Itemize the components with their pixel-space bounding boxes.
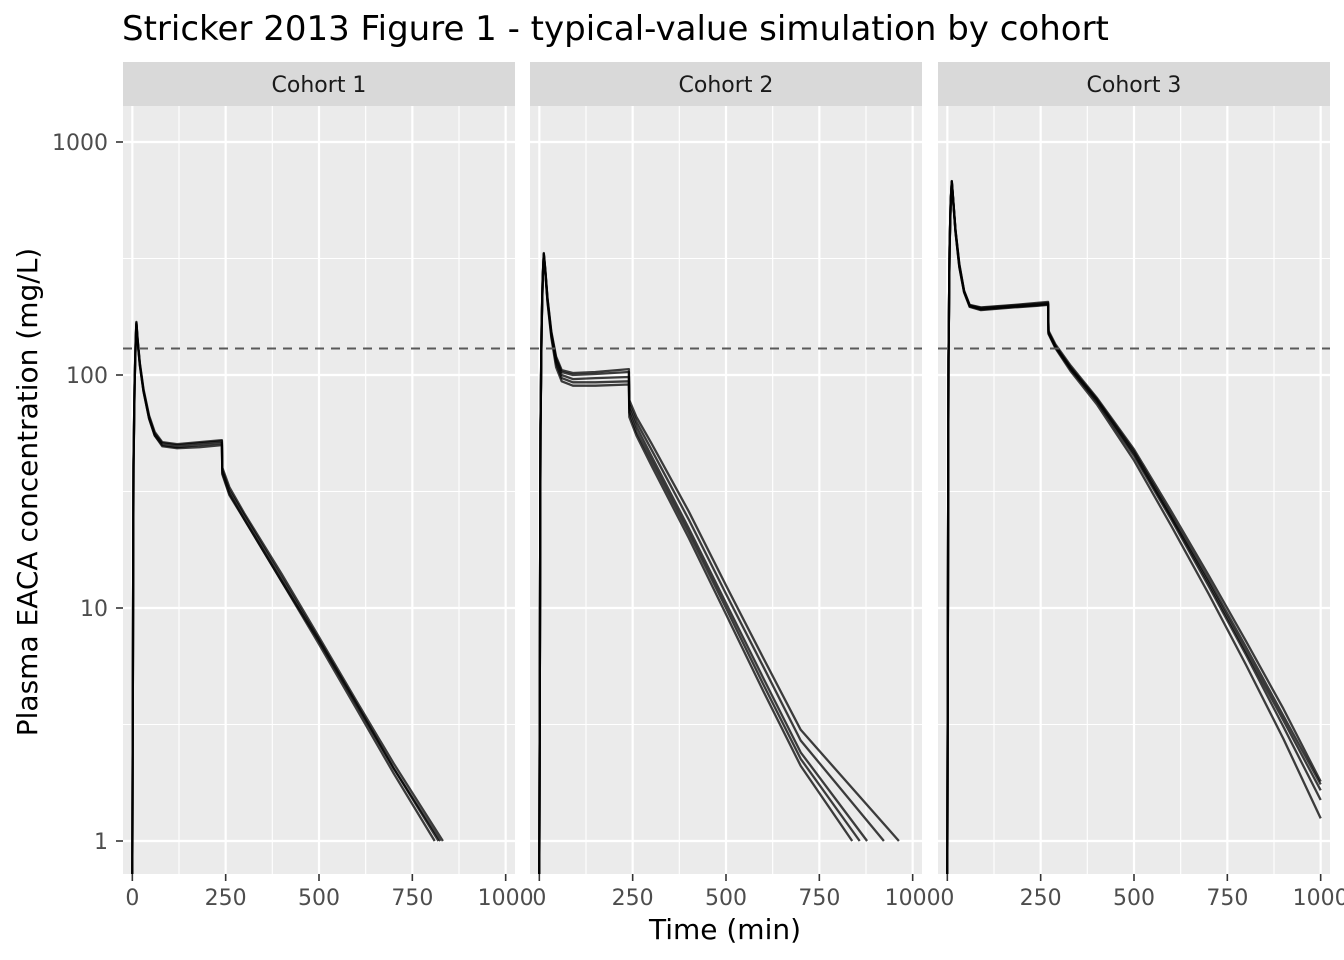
facet-panel: Cohort 1 0 250 500 750 1000 bbox=[123, 62, 534, 911]
series-line bbox=[538, 251, 900, 874]
y-tick-label: 1000 bbox=[52, 131, 108, 156]
x-tick-label: 1000 bbox=[885, 886, 941, 911]
facet-strip bbox=[938, 62, 1330, 106]
y-tick-label: 10 bbox=[80, 597, 108, 622]
x-tick-label: 0 bbox=[125, 886, 139, 911]
facet-strip bbox=[123, 62, 515, 106]
series-group bbox=[538, 251, 900, 874]
x-tick-label: 250 bbox=[205, 886, 247, 911]
y-tick-label: 100 bbox=[66, 364, 108, 389]
facet-strip bbox=[530, 62, 922, 106]
series-line bbox=[131, 320, 444, 874]
x-tick-label: 0 bbox=[532, 886, 546, 911]
facet-panel: Cohort 3 0 250 500 750 1000 bbox=[938, 62, 1344, 911]
facet-strip-label: Cohort 1 bbox=[272, 73, 367, 98]
y-tick-label: 1 bbox=[94, 830, 108, 855]
x-tick-label: 1000 bbox=[1293, 886, 1344, 911]
y-axis-title: Plasma EACA concentration (mg/L) bbox=[11, 248, 44, 736]
x-tick-label: 750 bbox=[1206, 886, 1248, 911]
x-tick-label: 500 bbox=[1113, 886, 1155, 911]
x-tick-label: 750 bbox=[391, 886, 433, 911]
facet-panel: Cohort 2 0 250 500 750 1000 bbox=[530, 62, 941, 911]
x-tick-label: 750 bbox=[798, 886, 840, 911]
facet-strip-label: Cohort 3 bbox=[1087, 73, 1182, 98]
x-tick-label: 500 bbox=[298, 886, 340, 911]
x-tick-label: 500 bbox=[705, 886, 747, 911]
chart-title: Stricker 2013 Figure 1 - typical-value s… bbox=[122, 9, 1109, 49]
x-tick-label: 250 bbox=[612, 886, 654, 911]
facet-strip-label: Cohort 2 bbox=[679, 73, 774, 98]
x-tick-label: 250 bbox=[1020, 886, 1062, 911]
x-tick-label: 0 bbox=[940, 886, 954, 911]
series-group bbox=[946, 179, 1322, 874]
series-line bbox=[946, 181, 1322, 874]
x-axis-title: Time (min) bbox=[648, 913, 801, 946]
x-tick-label: 1000 bbox=[478, 886, 534, 911]
series-group bbox=[131, 320, 444, 874]
